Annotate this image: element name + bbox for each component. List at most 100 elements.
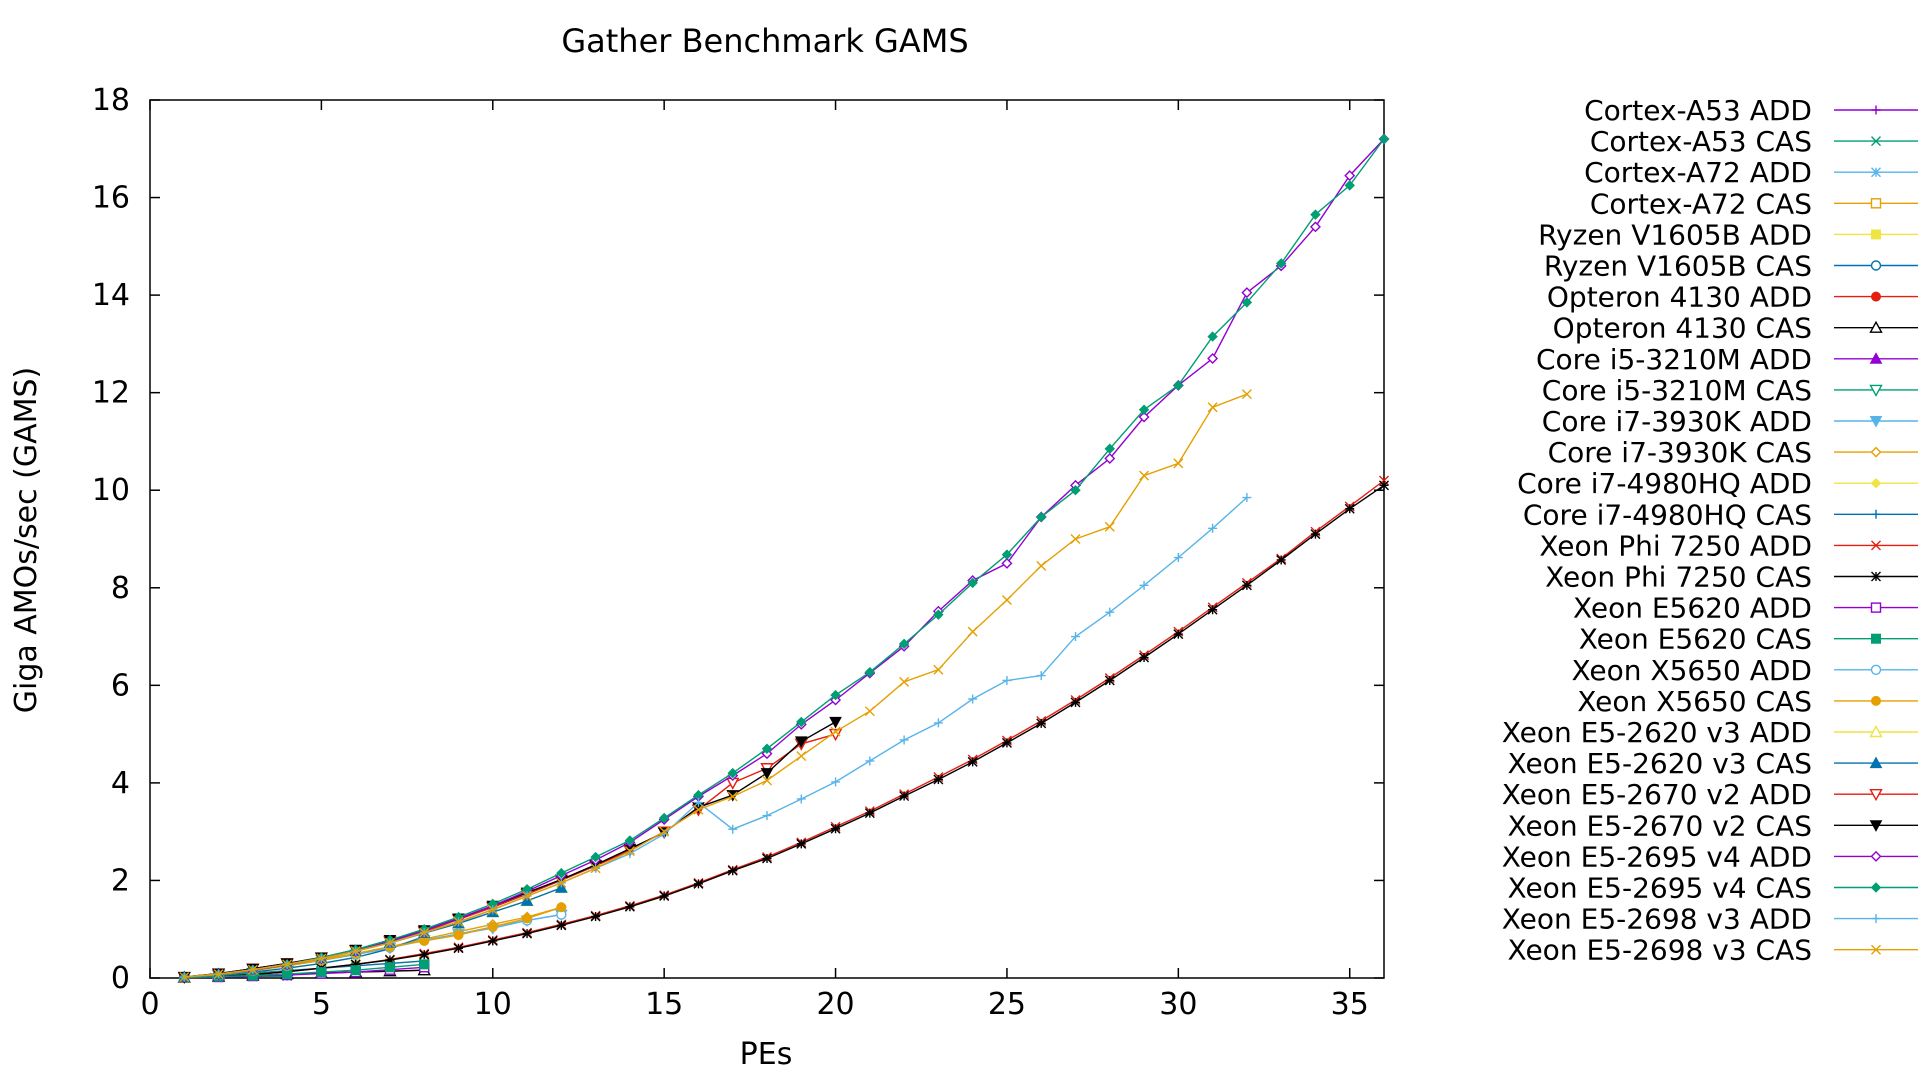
legend-marker [1871, 695, 1881, 706]
legend-marker [1869, 320, 1883, 333]
legend-item: Xeon E5-2670 v2 CAS [1508, 809, 1918, 842]
data-point [453, 943, 464, 954]
data-point [1276, 554, 1287, 565]
data-point [487, 935, 498, 946]
data-point [967, 626, 978, 637]
data-point [556, 902, 567, 913]
data-point [384, 954, 395, 965]
legend-item: Xeon E5-2670 v2 ADD [1502, 778, 1918, 811]
legend-marker [1870, 477, 1882, 489]
x-tick-label: 20 [816, 987, 854, 1022]
data-point [762, 853, 772, 864]
x-tick-label: 15 [645, 987, 683, 1022]
data-point [967, 756, 978, 767]
data-point [1104, 443, 1115, 454]
series-core-i7-3930k-cas [178, 901, 567, 983]
series-line [184, 138, 1385, 978]
data-point [1138, 404, 1150, 415]
legend-label: Core i7-3930K ADD [1542, 405, 1812, 438]
legend-label: Xeon E5-2620 v3 ADD [1502, 716, 1812, 749]
legend-label: Core i7-3930K CAS [1548, 436, 1812, 469]
legend-item: Xeon E5-2620 v3 CAS [1508, 747, 1918, 780]
data-point [419, 949, 430, 960]
y-tick-label: 2 [111, 863, 130, 898]
legend-label: Core i5-3210M ADD [1536, 343, 1812, 376]
data-point [727, 791, 738, 802]
y-tick-label: 18 [92, 83, 130, 118]
data-point [316, 953, 327, 964]
data-point [247, 964, 258, 975]
axis-ticks: 0 5 10 15 20 25 30 35 0 2 4 6 8 10 12 14 16 18 [92, 83, 1384, 1022]
legend-marker [1869, 725, 1883, 738]
legend-marker [1869, 820, 1883, 832]
data-point [1173, 629, 1184, 640]
data-point [1242, 493, 1252, 503]
data-point [1344, 503, 1355, 514]
y-tick-label: 0 [111, 961, 130, 996]
data-point [1001, 549, 1013, 560]
data-point [1310, 209, 1321, 220]
data-point [1344, 170, 1356, 182]
data-point [1071, 632, 1080, 642]
legend-marker [1869, 416, 1883, 428]
data-point [1036, 511, 1047, 523]
data-point [1241, 389, 1252, 400]
data-point [1139, 652, 1150, 663]
legend-item: Xeon E5-2695 v4 CAS [1508, 872, 1918, 905]
chart-title: Gather Benchmark GAMS [561, 22, 968, 60]
legend-item: Core i7-3930K ADD [1542, 405, 1918, 438]
data-point [933, 718, 943, 728]
data-point [1036, 718, 1047, 729]
series-xeon-x5650-cas [179, 902, 567, 983]
legend-label: Xeon E5-2698 v3 CAS [1508, 934, 1812, 967]
legend-item: Cortex-A72 ADD [1584, 156, 1918, 189]
legend-marker [1870, 882, 1882, 893]
series-xeon-e5-2670-v2-add [177, 728, 843, 984]
series-line [184, 963, 425, 979]
legend-item: Xeon Phi 7250 CAS [1545, 561, 1918, 594]
data-point [1241, 580, 1252, 591]
data-point [1378, 133, 1390, 145]
x-tick-label: 10 [474, 987, 512, 1022]
legend-item: Cortex-A53 CAS [1590, 125, 1918, 158]
data-point [727, 865, 738, 876]
legend-marker [1869, 352, 1883, 364]
legend-marker [1869, 384, 1883, 397]
data-point [522, 913, 533, 924]
x-axis-label: PEs [740, 1037, 793, 1072]
legend-marker [1870, 602, 1882, 613]
data-point [693, 878, 704, 889]
legend-marker [1871, 229, 1881, 240]
legend-marker [1871, 540, 1881, 551]
data-point [1104, 521, 1115, 532]
legend-item: Cortex-A72 CAS [1590, 187, 1918, 220]
data-point [1173, 380, 1184, 391]
data-point [693, 804, 704, 815]
legend-item: Xeon X5650 ADD [1571, 654, 1918, 687]
data-point [1139, 470, 1150, 481]
legend-label: Xeon E5620 CAS [1579, 623, 1812, 656]
series-line [184, 906, 562, 978]
data-point [796, 716, 807, 728]
legend-label: Xeon X5650 CAS [1577, 685, 1812, 718]
plot-border [149, 99, 1385, 979]
data-point [727, 767, 738, 779]
y-tick-label: 8 [111, 571, 130, 606]
data-point [1173, 458, 1184, 469]
legend-item: Core i5-3210M ADD [1536, 343, 1918, 376]
data-point [1379, 480, 1389, 491]
data-point [864, 808, 875, 819]
legend-item: Xeon E5620 ADD [1573, 592, 1918, 625]
data-point [213, 969, 224, 980]
data-point [590, 911, 601, 922]
data-point [899, 791, 910, 802]
data-point [1207, 331, 1218, 342]
legend-item: Core i7-4980HQ ADD [1517, 467, 1918, 500]
data-point [1207, 402, 1218, 413]
data-point [1138, 411, 1150, 423]
data-point [1309, 221, 1321, 233]
data-point [1207, 604, 1218, 615]
series-xeon-e5-2698-v3-cas [179, 389, 1252, 983]
data-point [316, 967, 327, 978]
legend-marker [1871, 136, 1881, 147]
